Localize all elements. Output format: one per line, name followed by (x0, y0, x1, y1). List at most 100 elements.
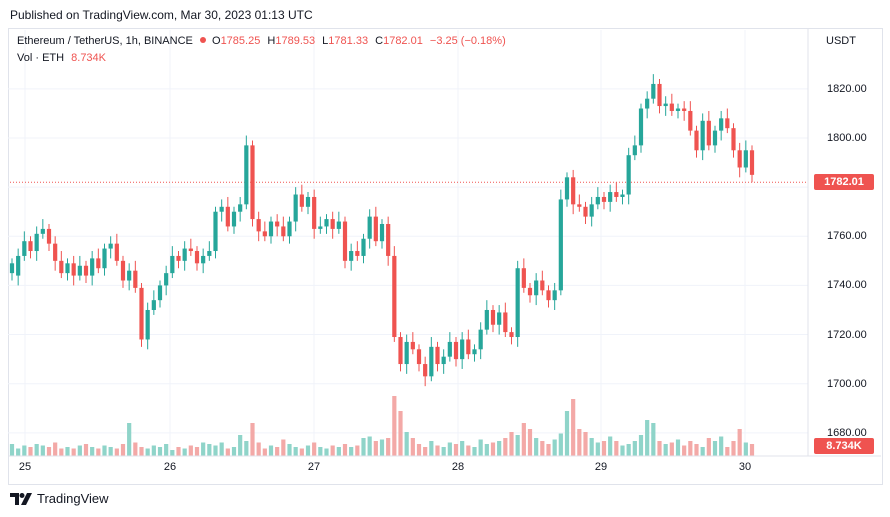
volume-bar (71, 448, 76, 456)
candle-body (275, 221, 280, 227)
candle-body (638, 108, 644, 146)
volume-bar (447, 442, 452, 456)
candle-body (65, 263, 70, 274)
high-label: H (267, 35, 276, 47)
candle-body (410, 341, 415, 350)
y-tick-label: 1720.00 (827, 328, 867, 341)
volume-bar (170, 450, 175, 456)
open-value: 1785.25 (220, 35, 261, 47)
volume-bar (515, 435, 520, 456)
candle-body (669, 103, 674, 111)
y-tick-label: 1700.00 (827, 377, 867, 390)
volume-bar (700, 447, 705, 456)
volume-bar (749, 444, 755, 456)
candle-body (675, 108, 681, 111)
volume-badge: 8.734K (814, 438, 874, 454)
volume-bar (503, 438, 508, 456)
volume-bar (219, 442, 224, 456)
candle-body (546, 290, 551, 301)
volume-bar (423, 447, 428, 456)
candle-body (114, 243, 119, 261)
candle-body (188, 248, 193, 252)
candle-body (540, 280, 545, 291)
volume-bar (225, 448, 230, 456)
candle-body (379, 223, 385, 242)
candle-body (534, 280, 539, 296)
candle-body (9, 263, 15, 274)
tradingview-logo[interactable]: TradingView (10, 491, 109, 506)
candle-body (182, 248, 187, 261)
volume-bar (262, 448, 267, 456)
candle-body (743, 150, 748, 168)
candle-body (244, 145, 249, 205)
volume-bar (16, 448, 21, 456)
volume-bar (299, 448, 304, 456)
candle-body (423, 364, 428, 377)
volume-bar (441, 447, 446, 456)
volume-bar (472, 447, 477, 456)
volume-bar (244, 441, 249, 456)
volume-bar (90, 447, 95, 456)
candle-body (392, 255, 397, 338)
candle-body (700, 120, 705, 151)
candles (9, 74, 755, 387)
candle-body (460, 339, 465, 360)
close-value: 1782.01 (383, 35, 423, 47)
candle-body (558, 199, 563, 291)
volume-bar (96, 448, 101, 456)
volume-header: Vol · ETH 8.734K (17, 52, 106, 64)
volume-bar (77, 445, 82, 456)
x-tick-label: 30 (738, 461, 752, 473)
volume-bar (410, 438, 415, 456)
candle-body (349, 251, 354, 261)
x-tick-label: 25 (18, 461, 32, 473)
volume-bar (151, 445, 156, 456)
candle-body (330, 219, 335, 229)
x-tick-label: 28 (451, 461, 465, 473)
volume-value: 8.734K (71, 52, 107, 64)
volume-bar (40, 445, 45, 456)
candle-body (305, 196, 311, 207)
volume-bar (719, 436, 724, 456)
symbol-header: Ethereum / TetherUS, 1h, BINANCE O1785.2… (17, 35, 506, 47)
volume-bar (281, 439, 286, 456)
candle-body (324, 219, 329, 227)
volume-bar (336, 447, 341, 456)
candle-body (484, 309, 489, 330)
volume-bar (268, 445, 274, 456)
volume-bar (386, 438, 391, 456)
x-tick-label: 29 (594, 461, 608, 473)
volume-bar (478, 439, 483, 456)
candle-body (59, 260, 64, 274)
volume-bar (601, 441, 607, 456)
volume-label[interactable]: Vol · ETH (17, 52, 65, 64)
candle-body (219, 206, 224, 212)
volume-bar (466, 445, 471, 456)
volume-bar (293, 447, 298, 456)
candle-body (22, 241, 27, 256)
volume-bar (564, 411, 570, 456)
candle-body (318, 226, 323, 229)
candle-body (404, 341, 409, 365)
volume-bar (287, 444, 292, 456)
volume-bar (737, 429, 742, 456)
volume-bar (157, 447, 163, 456)
candle-body (466, 339, 471, 355)
candle-body (583, 206, 588, 217)
volume-bar (373, 441, 378, 456)
candle-body (441, 356, 446, 365)
x-tick-label: 27 (307, 461, 321, 473)
candle-body (77, 265, 82, 276)
volume-bar (145, 448, 150, 456)
candle-body (601, 196, 607, 202)
volume-bar (231, 447, 237, 456)
y-tick-label: 1820.00 (827, 82, 867, 95)
volume-bar (46, 447, 52, 456)
candle-body (398, 337, 403, 365)
candle-body (127, 270, 132, 281)
candle-body (651, 83, 656, 99)
symbol-name[interactable]: Ethereum / TetherUS, 1h, BINANCE (17, 35, 193, 47)
candle-body (287, 221, 292, 237)
candle-body (595, 196, 600, 205)
